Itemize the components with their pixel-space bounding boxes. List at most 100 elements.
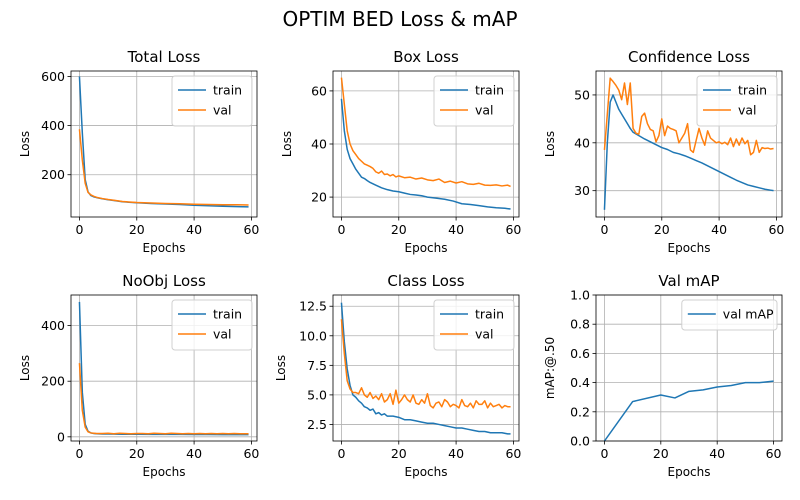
y-tick-label: 0.8 — [570, 317, 590, 332]
y-tick-label: 0.2 — [570, 404, 590, 419]
y-axis-label: Loss — [18, 355, 32, 381]
y-tick-label: 12.5 — [299, 299, 327, 314]
subplot-title: Box Loss — [393, 48, 459, 66]
x-axis-label: Epochs — [143, 241, 186, 255]
legend: train val — [433, 299, 515, 351]
y-tick-label: 200 — [41, 374, 65, 389]
y-tick-label: 400 — [41, 318, 65, 333]
x-tick-label: 0 — [75, 446, 83, 461]
figure-title: OPTIM BED Loss & mAP — [282, 7, 517, 31]
y-axis-label: Loss — [274, 355, 288, 381]
subplot-title: Val mAP — [658, 272, 719, 290]
subplot-6: 0 20 40 60 0.0 0.2 0.4 0.6 0.8 1.0 Val mAP Epochs mA… — [543, 272, 783, 479]
series-line-train — [603, 94, 774, 210]
legend: train val — [171, 299, 253, 351]
y-tick-label: 200 — [41, 167, 65, 182]
x-tick-label: 40 — [709, 446, 725, 461]
subplot-title: Confidence Loss — [628, 48, 750, 66]
axes-frame — [595, 70, 783, 218]
series-line-train — [340, 98, 511, 210]
legend-label: val — [738, 103, 757, 118]
y-tick-label: 600 — [41, 69, 65, 84]
y-tick-label: 0.0 — [570, 434, 590, 449]
series-group — [78, 301, 249, 436]
x-tick-label: 0 — [600, 222, 608, 237]
x-tick-label: 40 — [186, 446, 202, 461]
legend-label: train — [475, 83, 504, 98]
legend-label: train — [738, 83, 767, 98]
x-tick-label: 20 — [129, 446, 145, 461]
x-tick-label: 0 — [600, 446, 608, 461]
x-tick-label: 0 — [337, 446, 345, 461]
series-line-train — [340, 302, 511, 435]
x-tick-label: 20 — [129, 222, 145, 237]
legend-box — [433, 299, 515, 351]
series-line-val — [603, 77, 774, 156]
y-axis-label: mAP:@.50 — [543, 337, 557, 399]
legend-label: val — [475, 103, 494, 118]
legend-label: train — [213, 83, 242, 98]
legend-box — [681, 299, 778, 331]
legend-label: val — [213, 103, 232, 118]
x-axis-label: Epochs — [143, 465, 186, 479]
subplot-title: Class Loss — [387, 272, 464, 290]
series-line-val — [340, 319, 511, 409]
subplot-title: Total Loss — [127, 48, 201, 66]
legend: train val — [433, 75, 515, 127]
x-tick-label: 20 — [391, 446, 407, 461]
x-tick-label: 20 — [653, 446, 669, 461]
legend-box — [171, 75, 253, 127]
x-tick-label: 0 — [337, 222, 345, 237]
y-tick-label: 7.5 — [307, 358, 327, 373]
x-axis-label: Epochs — [405, 465, 448, 479]
x-tick-label: 60 — [243, 222, 259, 237]
axes-frame — [332, 294, 520, 442]
y-tick-label: 40 — [311, 137, 327, 152]
x-axis-label: Epochs — [668, 241, 711, 255]
series-line-val — [340, 77, 511, 188]
x-tick-label: 60 — [505, 446, 521, 461]
legend-label: val — [475, 327, 494, 342]
y-tick-label: 50 — [574, 87, 590, 102]
axes-frame — [70, 70, 258, 218]
x-tick-label: 60 — [766, 446, 782, 461]
legend: val mAP — [681, 299, 778, 331]
subplot-5: 0 20 40 60 2.5 5.0 7.5 10.0 12.5 Class Loss Epochs… — [274, 272, 521, 479]
series-group — [340, 302, 511, 435]
x-tick-label: 20 — [391, 222, 407, 237]
subplot-4: 0 20 40 60 0 200 400 NoObj Loss Epochs Loss train v… — [18, 272, 259, 479]
series-line-val — [78, 363, 249, 435]
legend-label: val — [213, 327, 232, 342]
axes-frame — [70, 294, 258, 442]
y-tick-label: 30 — [574, 183, 590, 198]
series-group — [603, 380, 774, 441]
x-axis-label: Epochs — [405, 241, 448, 255]
subplot-2: 0 20 40 60 20 40 60 Box Loss Epochs Loss train val — [280, 48, 521, 255]
x-tick-label: 20 — [654, 222, 670, 237]
legend-box — [171, 299, 253, 351]
y-tick-label: 1.0 — [570, 288, 590, 303]
y-tick-label: 20 — [311, 190, 327, 205]
x-tick-label: 40 — [448, 222, 464, 237]
y-tick-label: 2.5 — [307, 417, 327, 432]
y-axis-label: Loss — [280, 131, 294, 157]
x-axis-label: Epochs — [668, 465, 711, 479]
x-tick-label: 40 — [448, 446, 464, 461]
x-tick-label: 0 — [75, 222, 83, 237]
series-group — [78, 76, 249, 208]
y-tick-label: 0 — [57, 429, 65, 444]
series-line-val-mAP — [603, 380, 774, 441]
subplot-3: 0 20 40 60 30 40 50 Confidence Loss Epochs Loss tr… — [543, 48, 784, 255]
y-tick-label: 60 — [311, 83, 327, 98]
series-line-val — [78, 129, 249, 206]
axes-frame — [595, 294, 783, 442]
series-group — [340, 77, 511, 210]
y-tick-label: 400 — [41, 118, 65, 133]
y-tick-label: 10.0 — [299, 328, 327, 343]
legend: train val — [171, 75, 253, 127]
legend-label: train — [475, 307, 504, 322]
y-tick-label: 40 — [574, 135, 590, 150]
